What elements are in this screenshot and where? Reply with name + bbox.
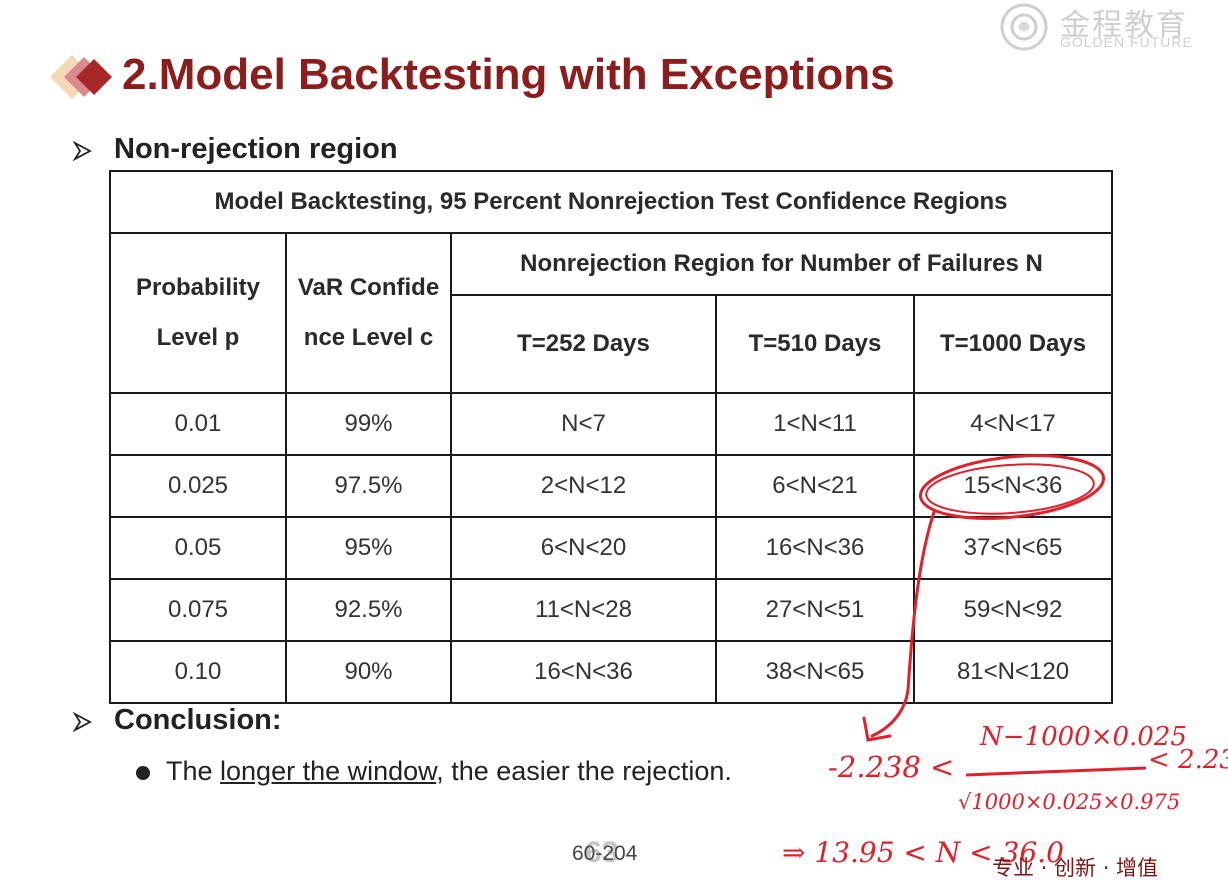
- section-heading-nonrejection: Non-rejection region: [114, 133, 398, 165]
- table-row: 0.05 95% 6<N<20 16<N<36 37<N<65: [109, 516, 1114, 580]
- logo-emblem-icon: [1000, 3, 1048, 51]
- cell-t252: 11<N<28: [450, 578, 717, 642]
- conclusion-post: , the easier the rejection.: [436, 756, 732, 786]
- ink-numerator: N−1000×0.025: [980, 722, 1187, 752]
- cell-c: 90%: [285, 640, 452, 704]
- header-t252: T=252 Days: [450, 294, 717, 394]
- ink-lower-bound: -2.238 <: [828, 750, 955, 784]
- cell-p: 0.05: [109, 516, 287, 580]
- table-row: 0.01 99% N<7 1<N<11 4<N<17: [109, 392, 1114, 456]
- arrow-bullet-icon: [72, 141, 92, 161]
- logo-english-name: GOLDEN FUTURE: [1060, 34, 1193, 50]
- table-caption: Model Backtesting, 95 Percent Nonrejecti…: [108, 170, 1114, 234]
- table-row: 0.025 97.5% 2<N<12 6<N<21 15<N<36: [109, 454, 1114, 518]
- cell-t1000: 4<N<17: [912, 392, 1114, 456]
- cell-c: 99%: [285, 392, 452, 456]
- header-nonrejection-region: Nonrejection Region for Number of Failur…: [449, 232, 1114, 296]
- cell-t510: 16<N<36: [715, 516, 915, 580]
- table-row: 0.10 90% 16<N<36 38<N<65 81<N<120: [109, 640, 1114, 704]
- company-logo: 金程教育 GOLDEN FUTURE: [996, 2, 1220, 54]
- cell-t1000: 37<N<65: [912, 516, 1114, 580]
- cell-p: 0.025: [109, 454, 287, 518]
- cell-t1000: 59<N<92: [912, 578, 1114, 642]
- page-number-overlay: 63: [585, 836, 619, 869]
- footer-slogan: 专业 · 创新 · 增值: [992, 856, 1159, 880]
- cell-t510: 38<N<65: [715, 640, 915, 704]
- cell-t252: 2<N<12: [450, 454, 717, 518]
- title-diamond-icon: [50, 55, 112, 99]
- cell-c: 97.5%: [285, 454, 452, 518]
- cell-t510: 1<N<11: [715, 392, 915, 456]
- section-heading-conclusion: Conclusion:: [114, 704, 282, 736]
- bullet-dot-icon: [136, 766, 150, 780]
- ink-denominator: √1000×0.025×0.975: [958, 790, 1181, 814]
- cell-t1000: 15<N<36: [912, 454, 1114, 518]
- page-number: 60-204: [572, 842, 638, 865]
- header-var-confidence: VaR Confidence Level c: [285, 232, 452, 394]
- conclusion-text: The longer the window, the easier the re…: [166, 756, 732, 787]
- conclusion-underlined: longer the window: [220, 756, 437, 786]
- cell-t510: 27<N<51: [715, 578, 915, 642]
- header-t510: T=510 Days: [715, 294, 915, 394]
- cell-p: 0.10: [109, 640, 287, 704]
- table-row: 0.075 92.5% 11<N<28 27<N<51 59<N<92: [109, 578, 1114, 642]
- cell-t1000: 81<N<120: [912, 640, 1114, 704]
- arrow-bullet-icon: [72, 712, 92, 732]
- header-probability-level: Probability Level p: [109, 232, 287, 394]
- ink-upper-bound: < 2.238: [1148, 745, 1228, 775]
- page-title: 2.Model Backtesting with Exceptions: [122, 50, 895, 99]
- ink-result: ⇒ 13.95 < N < 36.0: [782, 836, 1064, 869]
- nonrejection-table: Model Backtesting, 95 Percent Nonrejecti…: [108, 170, 1114, 704]
- cell-t510: 6<N<21: [715, 454, 915, 518]
- cell-p: 0.075: [109, 578, 287, 642]
- conclusion-pre: The: [166, 756, 221, 786]
- cell-c: 92.5%: [285, 578, 452, 642]
- cell-t252: N<7: [450, 392, 717, 456]
- logo-chinese-name: 金程教育: [1060, 8, 1188, 43]
- cell-t252: 6<N<20: [450, 516, 717, 580]
- cell-p: 0.01: [109, 392, 287, 456]
- cell-c: 95%: [285, 516, 452, 580]
- cell-t252: 16<N<36: [450, 640, 717, 704]
- header-t1000: T=1000 Days: [912, 294, 1114, 394]
